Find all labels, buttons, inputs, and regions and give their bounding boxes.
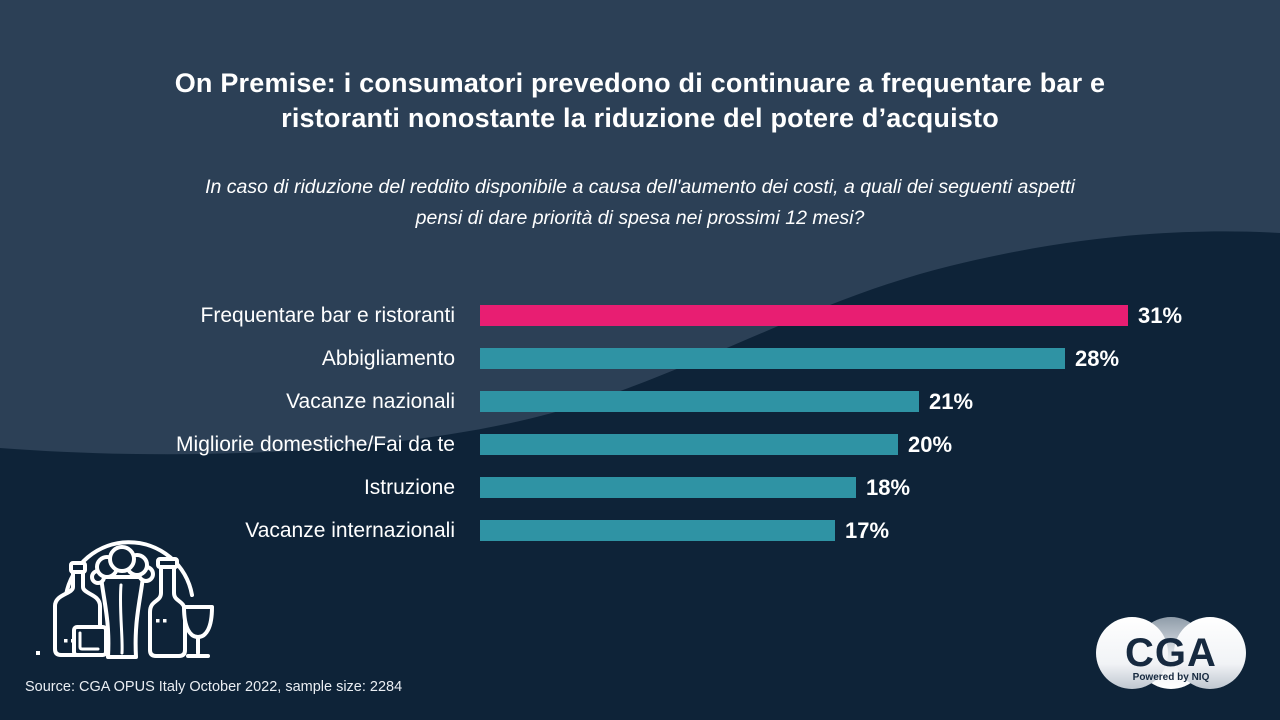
- bar-row: Vacanze internazionali 17%: [0, 509, 1280, 552]
- bar: [480, 391, 919, 412]
- bar: [480, 520, 835, 541]
- logo-tagline: Powered by NIQ: [1133, 672, 1210, 683]
- cga-logo: CGA Powered by NIQ: [1096, 617, 1246, 689]
- value-label: 28%: [1075, 345, 1120, 371]
- value-label: 17%: [845, 517, 890, 543]
- beer-foam: [90, 545, 155, 585]
- whisky-cap: [69, 561, 87, 574]
- logo-circle-left: [1096, 617, 1168, 689]
- value-label: 21%: [929, 388, 974, 414]
- logo-text: CGA: [1125, 631, 1217, 675]
- bar: [480, 434, 898, 455]
- category-label: Vacanze internazionali: [245, 518, 455, 542]
- bar-chart: Frequentare bar e ristoranti 31% Abbigliam…: [0, 294, 1280, 552]
- drinks-icon: [36, 540, 214, 659]
- value-label: 18%: [866, 474, 911, 500]
- category-label: Vacanze nazionali: [286, 389, 455, 413]
- survey-question-subtitle: In caso di riduzione del reddito disponi…: [205, 176, 1075, 229]
- bar: [480, 305, 1128, 326]
- wine-glass: [182, 605, 214, 639]
- wine-bottle-cap: [156, 557, 179, 569]
- value-label: 31%: [1138, 302, 1183, 328]
- category-label: Frequentare bar e ristoranti: [200, 303, 455, 327]
- bar-row: Istruzione 18%: [0, 466, 1280, 509]
- bar-row: Vacanze nazionali 21%: [0, 380, 1280, 423]
- logo-circle-right: [1174, 617, 1246, 689]
- page-title: On Premise: i consumatori prevedono di c…: [174, 68, 1106, 133]
- category-label: Abbigliamento: [321, 346, 455, 370]
- bar-row: Abbigliamento 28%: [0, 337, 1280, 380]
- bar: [480, 348, 1065, 369]
- wine-bottle: [148, 565, 187, 658]
- bar-row: Migliorie domestiche/Fai da te 20%: [0, 423, 1280, 466]
- bg-swoosh: [0, 0, 1280, 455]
- bar-row: Frequentare bar e ristoranti 31%: [0, 294, 1280, 337]
- category-label: Migliorie domestiche/Fai da te: [176, 432, 455, 456]
- value-label: 20%: [908, 431, 953, 457]
- bar: [480, 477, 856, 498]
- category-label: Istruzione: [363, 475, 455, 499]
- source-note: Source: CGA OPUS Italy October 2022, sam…: [25, 679, 403, 695]
